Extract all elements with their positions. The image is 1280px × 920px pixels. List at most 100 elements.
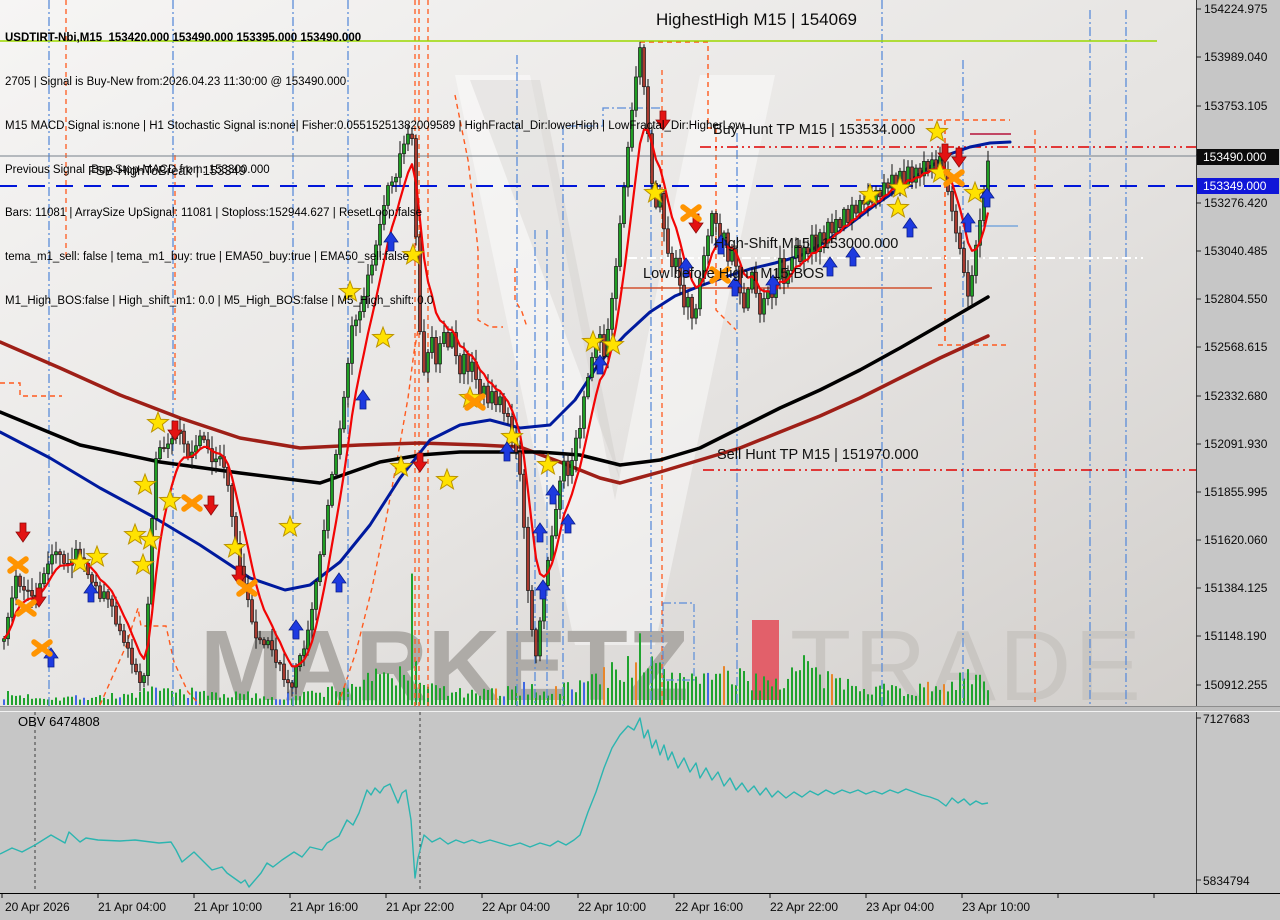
buy-arrow-icon — [727, 276, 743, 297]
sell-hunt-tp-label[interactable]: Sell Hunt TP M15 | 151970.000 — [717, 447, 919, 463]
buy-arrow-icon — [355, 389, 371, 410]
buy-arrow-icon — [960, 212, 976, 233]
buy-arrow-icon — [713, 234, 729, 255]
ma-slow-black — [0, 295, 990, 485]
sell-arrow-icon — [31, 587, 47, 608]
buy-arrow-icon — [331, 572, 347, 593]
x-cross-icon — [7, 556, 29, 574]
star-icon — [138, 527, 162, 551]
fsb-price-box: 153349.000 — [1197, 178, 1279, 194]
star-icon — [131, 552, 155, 576]
obv-value: 6474808 — [49, 714, 100, 729]
time-axis[interactable]: 20 Apr 2026 21 Apr 04:00 21 Apr 10:00 21 Ap… — [0, 893, 1280, 920]
tema-line: tema_m1_sell: false | tema_m1_buy: true … — [5, 251, 409, 264]
price-tick-label: 153276.420 — [1204, 196, 1268, 210]
time-tick-label: 22 Apr 16:00 — [675, 900, 744, 914]
sell-arrow-icon — [15, 522, 31, 543]
low-before-high-label[interactable]: Low before High | M15-BOS — [643, 266, 825, 282]
logo-watermark-shade — [470, 80, 620, 480]
star-icon — [401, 242, 425, 266]
sell-arrow-icon — [951, 147, 967, 168]
time-tick-label: 21 Apr 22:00 — [386, 900, 455, 914]
star-icon — [389, 454, 413, 478]
x-cross-icon — [31, 639, 53, 657]
fsb-high-to-break-label[interactable]: FSB-HighToBreak | 153349 — [88, 163, 247, 178]
star-icon — [928, 160, 952, 184]
buy-arrow-icon — [845, 246, 861, 267]
buy-arrow-icon — [535, 579, 551, 600]
buy-arrow-icon — [532, 522, 548, 543]
high-shift-label[interactable]: High-Shift M15 | 153000.000 — [714, 236, 899, 252]
x-cross-icon — [236, 579, 258, 597]
star-icon — [133, 472, 157, 496]
x-cross-icon — [943, 169, 965, 187]
price-tick-label: 150912.255 — [1204, 678, 1268, 692]
star-icon — [338, 279, 362, 303]
star-icon — [963, 180, 987, 204]
obv-indicator-label: OBV 6474808 — [18, 714, 100, 729]
time-tick-label: 20 Apr 2026 — [5, 900, 70, 914]
obv-panel[interactable] — [0, 712, 989, 890]
price-tick-label: 153989.040 — [1204, 50, 1268, 64]
buy-arrow-icon — [979, 187, 995, 208]
star-icon — [643, 180, 667, 204]
star-icon — [925, 119, 949, 143]
time-tick-label: 22 Apr 04:00 — [482, 900, 551, 914]
time-tick-label: 22 Apr 10:00 — [578, 900, 647, 914]
price-tick-label: 151620.060 — [1204, 533, 1268, 547]
star-icon — [500, 424, 524, 448]
info-panel: USDTIRT-Nbi,M15 153420.000 153490.000 15… — [5, 2, 744, 338]
bos-line: M1_High_BOS:false | High_shift_m1: 0.0 |… — [5, 294, 434, 307]
buy-hunt-tp-label[interactable]: Buy Hunt TP M15 | 153534.000 — [713, 122, 916, 138]
main-chart-background[interactable] — [0, 0, 1196, 706]
buy-arrow-icon — [765, 274, 781, 295]
x-cross-icon — [15, 599, 37, 617]
sell-arrow-icon — [167, 420, 183, 441]
price-tick-label: 154224.975 — [1204, 2, 1268, 16]
x-cross-icon — [709, 266, 731, 284]
buy-arrow-icon — [560, 513, 576, 534]
star-icon — [888, 175, 912, 199]
buy-arrow-icon — [822, 256, 838, 277]
buy-arrow-icon — [902, 217, 918, 238]
time-tick-label: 21 Apr 16:00 — [290, 900, 359, 914]
star-icon — [223, 535, 247, 559]
x-cross-icon — [464, 393, 486, 411]
x-cross-icon — [680, 204, 702, 222]
buy-arrow-icon — [288, 619, 304, 640]
panel-separator[interactable] — [0, 706, 1280, 712]
symbol-ohlc-line: USDTIRT-Nbi,M15 153420.000 153490.000 15… — [5, 32, 362, 45]
buy-arrow-icon — [545, 484, 561, 505]
star-icon — [886, 195, 910, 219]
star-icon — [68, 550, 92, 574]
price-axis[interactable]: 154224.975153989.040153753.105153517.170… — [1196, 0, 1280, 893]
price-tick-label: 152091.930 — [1204, 437, 1268, 451]
star-icon — [85, 544, 109, 568]
star-icon — [858, 182, 882, 206]
price-tick-label: 153753.105 — [1204, 99, 1268, 113]
current-price-box: 153490.000 — [1197, 149, 1279, 165]
sell-arrow-icon — [655, 110, 671, 131]
buy-arrow-icon — [499, 441, 515, 462]
highest-high-title: HighestHigh M15 | 154069 — [656, 10, 857, 29]
buy-arrow-icon — [83, 582, 99, 603]
signal-line: 2705 | Signal is Buy-New from:2026.04.23… — [5, 75, 347, 88]
volume-histogram — [3, 573, 989, 705]
price-tick-label: 151148.190 — [1204, 629, 1267, 643]
price-tick-label: 152804.550 — [1204, 292, 1268, 306]
buy-arrow-icon — [678, 257, 694, 278]
time-tick-label: 22 Apr 22:00 — [770, 900, 839, 914]
price-tick-label: 152568.615 — [1204, 340, 1268, 354]
star-icon — [601, 332, 625, 356]
obv-max-value: 7127683 — [1203, 712, 1250, 726]
signal-markers — [7, 110, 995, 668]
time-tick-label: 21 Apr 04:00 — [98, 900, 167, 914]
price-tick-label: 152332.680 — [1204, 389, 1268, 403]
star-icon — [146, 410, 170, 434]
sell-arrow-icon — [937, 143, 953, 164]
price-tick-label: 153040.485 — [1204, 244, 1268, 258]
time-tick-label: 21 Apr 10:00 — [194, 900, 263, 914]
star-icon — [581, 329, 605, 353]
